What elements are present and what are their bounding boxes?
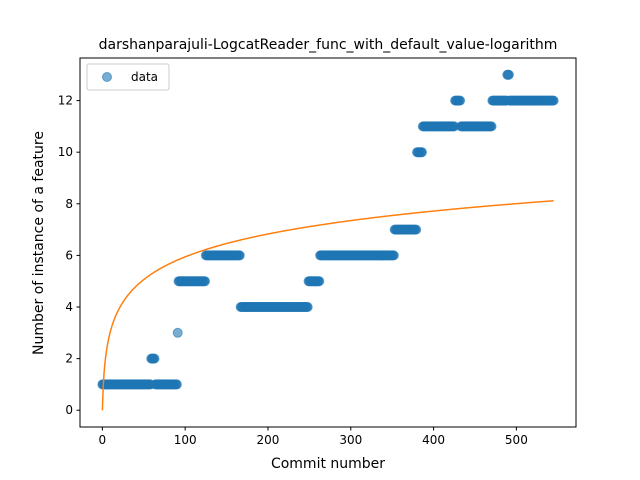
axes: 0 100 200 300 400 500 0 2 4 6 8 10 12 <box>58 57 577 447</box>
data-point <box>200 276 211 287</box>
y-tick-label: 8 <box>65 197 73 211</box>
y-tick-label: 2 <box>65 352 73 366</box>
data-point <box>455 95 466 106</box>
y-tick-label: 6 <box>65 248 73 262</box>
series-data-points <box>97 69 559 390</box>
y-tick-label: 12 <box>58 94 73 108</box>
axes-frame <box>79 57 577 428</box>
x-axis-title: Commit number <box>271 456 385 472</box>
data-point <box>416 147 427 158</box>
legend-marker-data <box>102 72 112 82</box>
data-point <box>388 250 399 261</box>
x-tick-label: 200 <box>257 433 280 447</box>
data-point <box>302 302 313 313</box>
data-point <box>503 69 514 80</box>
x-tick-label: 100 <box>174 433 197 447</box>
legend-label-data: data <box>131 70 158 84</box>
x-tick-label: 0 <box>99 433 107 447</box>
legend: data <box>86 63 170 91</box>
fit-curve-line <box>101 200 554 411</box>
data-point <box>548 95 559 106</box>
x-tick-label: 300 <box>339 433 362 447</box>
y-axis-title: Number of instance of a feature <box>31 131 47 355</box>
legend-box <box>86 63 170 91</box>
data-point <box>171 379 182 390</box>
y-tick-label: 0 <box>65 403 73 417</box>
data-point <box>234 250 245 261</box>
y-tick-label: 4 <box>65 300 73 314</box>
y-tick-label: 10 <box>58 145 73 159</box>
data-point <box>149 353 160 364</box>
x-tick-label: 500 <box>505 433 528 447</box>
data-point <box>486 121 497 132</box>
data-point <box>314 276 325 287</box>
data-point <box>411 224 422 235</box>
plot-area <box>97 69 559 411</box>
data-point <box>172 327 183 338</box>
x-tick-label: 400 <box>422 433 445 447</box>
chart-title: darshanparajuli-LogcatReader_func_with_d… <box>99 37 558 53</box>
